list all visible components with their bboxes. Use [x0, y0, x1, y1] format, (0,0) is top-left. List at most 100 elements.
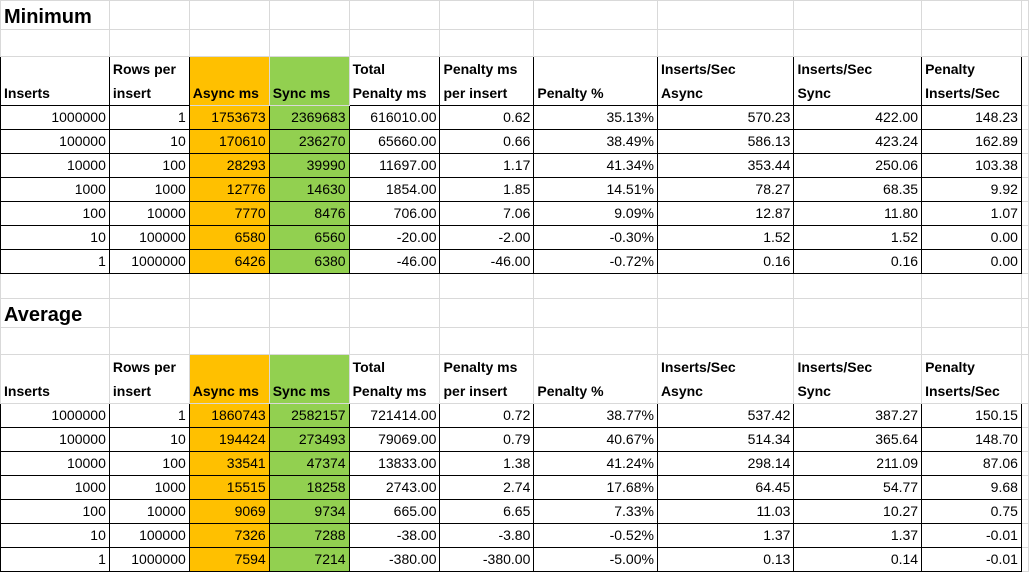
empty-cell[interactable]	[793, 273, 923, 299]
empty-cell[interactable]	[188, 0, 270, 30]
column-header[interactable]: Penalty Inserts/Sec	[921, 56, 1022, 106]
data-cell[interactable]: 100	[108, 153, 190, 178]
data-cell[interactable]: 7.06	[439, 201, 535, 226]
data-cell[interactable]: -46.00	[348, 249, 441, 274]
data-cell[interactable]: 422.00	[793, 105, 923, 130]
data-cell[interactable]: 0.72	[439, 403, 535, 428]
empty-cell[interactable]	[1020, 499, 1029, 524]
column-header[interactable]: Async ms	[188, 354, 270, 404]
data-cell[interactable]: 150.15	[921, 403, 1022, 428]
empty-cell[interactable]	[348, 327, 441, 355]
empty-cell[interactable]	[656, 0, 795, 30]
empty-cell[interactable]	[1020, 129, 1029, 154]
data-cell[interactable]: 721414.00	[348, 403, 441, 428]
data-cell[interactable]: 9.68	[921, 475, 1022, 500]
empty-cell[interactable]	[1020, 201, 1029, 226]
column-header[interactable]: Sync ms	[268, 56, 350, 106]
empty-cell[interactable]	[108, 298, 190, 328]
data-cell[interactable]: 100000	[0, 129, 110, 154]
empty-cell[interactable]	[921, 273, 1022, 299]
column-header[interactable]: Async ms	[188, 56, 270, 106]
data-cell[interactable]: 10	[0, 225, 110, 250]
data-cell[interactable]: 33541	[188, 451, 270, 476]
empty-cell[interactable]	[0, 327, 110, 355]
empty-cell[interactable]	[108, 327, 190, 355]
data-cell[interactable]: 194424	[188, 427, 270, 452]
data-cell[interactable]: 1.37	[793, 523, 923, 548]
data-cell[interactable]: 8476	[268, 201, 350, 226]
empty-cell[interactable]	[1020, 249, 1029, 274]
data-cell[interactable]: 1.37	[656, 523, 795, 548]
empty-cell[interactable]	[656, 29, 795, 57]
data-cell[interactable]: 1	[0, 249, 110, 274]
empty-cell[interactable]	[793, 0, 923, 30]
column-header[interactable]: Total Penalty ms	[348, 56, 441, 106]
data-cell[interactable]: 39990	[268, 153, 350, 178]
data-cell[interactable]: 1000000	[108, 547, 190, 572]
empty-cell[interactable]	[439, 29, 535, 57]
data-cell[interactable]: 7594	[188, 547, 270, 572]
column-header[interactable]: Inserts/Sec Async	[656, 56, 795, 106]
data-cell[interactable]: 79069.00	[348, 427, 441, 452]
empty-cell[interactable]	[188, 327, 270, 355]
data-cell[interactable]: 570.23	[656, 105, 795, 130]
data-cell[interactable]: 211.09	[793, 451, 923, 476]
empty-cell[interactable]	[921, 298, 1022, 328]
data-cell[interactable]: 2369683	[268, 105, 350, 130]
data-cell[interactable]: 2582157	[268, 403, 350, 428]
data-cell[interactable]: 35.13%	[533, 105, 658, 130]
column-header[interactable]: Total Penalty ms	[348, 354, 441, 404]
data-cell[interactable]: 6.65	[439, 499, 535, 524]
column-header[interactable]: Sync ms	[268, 354, 350, 404]
empty-cell[interactable]	[108, 0, 190, 30]
data-cell[interactable]: -0.01	[921, 523, 1022, 548]
section-title[interactable]: Minimum	[0, 0, 110, 30]
data-cell[interactable]: 236270	[268, 129, 350, 154]
data-cell[interactable]: -0.72%	[533, 249, 658, 274]
data-cell[interactable]: 78.27	[656, 177, 795, 202]
empty-cell[interactable]	[533, 29, 658, 57]
data-cell[interactable]: 1000	[0, 177, 110, 202]
data-cell[interactable]: -0.52%	[533, 523, 658, 548]
column-header[interactable]: Penalty %	[533, 56, 658, 106]
data-cell[interactable]: 7214	[268, 547, 350, 572]
data-cell[interactable]: 0.75	[921, 499, 1022, 524]
data-cell[interactable]: 162.89	[921, 129, 1022, 154]
data-cell[interactable]: 1.85	[439, 177, 535, 202]
empty-cell[interactable]	[793, 29, 923, 57]
data-cell[interactable]: 54.77	[793, 475, 923, 500]
empty-cell[interactable]	[1020, 273, 1029, 299]
data-cell[interactable]: 0.79	[439, 427, 535, 452]
data-cell[interactable]: 9.92	[921, 177, 1022, 202]
data-cell[interactable]: 9734	[268, 499, 350, 524]
empty-cell[interactable]	[1020, 475, 1029, 500]
empty-cell[interactable]	[188, 29, 270, 57]
data-cell[interactable]: 10000	[0, 153, 110, 178]
section-title[interactable]: Average	[0, 298, 110, 328]
empty-cell[interactable]	[793, 298, 923, 328]
data-cell[interactable]: -46.00	[439, 249, 535, 274]
empty-cell[interactable]	[533, 0, 658, 30]
empty-cell[interactable]	[439, 327, 535, 355]
data-cell[interactable]: 9.09%	[533, 201, 658, 226]
empty-cell[interactable]	[1020, 298, 1029, 328]
empty-cell[interactable]	[348, 273, 441, 299]
data-cell[interactable]: -3.80	[439, 523, 535, 548]
empty-cell[interactable]	[1020, 153, 1029, 178]
data-cell[interactable]: 0.16	[656, 249, 795, 274]
empty-cell[interactable]	[1020, 105, 1029, 130]
empty-cell[interactable]	[348, 29, 441, 57]
empty-cell[interactable]	[268, 273, 350, 299]
data-cell[interactable]: -2.00	[439, 225, 535, 250]
data-cell[interactable]: 10000	[108, 499, 190, 524]
data-cell[interactable]: 64.45	[656, 475, 795, 500]
data-cell[interactable]: 18258	[268, 475, 350, 500]
column-header[interactable]: Inserts/Sec Sync	[793, 354, 923, 404]
data-cell[interactable]: 148.70	[921, 427, 1022, 452]
empty-cell[interactable]	[268, 0, 350, 30]
empty-cell[interactable]	[0, 273, 110, 299]
data-cell[interactable]: 706.00	[348, 201, 441, 226]
data-cell[interactable]: 100000	[108, 225, 190, 250]
empty-cell[interactable]	[439, 273, 535, 299]
data-cell[interactable]: 586.13	[656, 129, 795, 154]
